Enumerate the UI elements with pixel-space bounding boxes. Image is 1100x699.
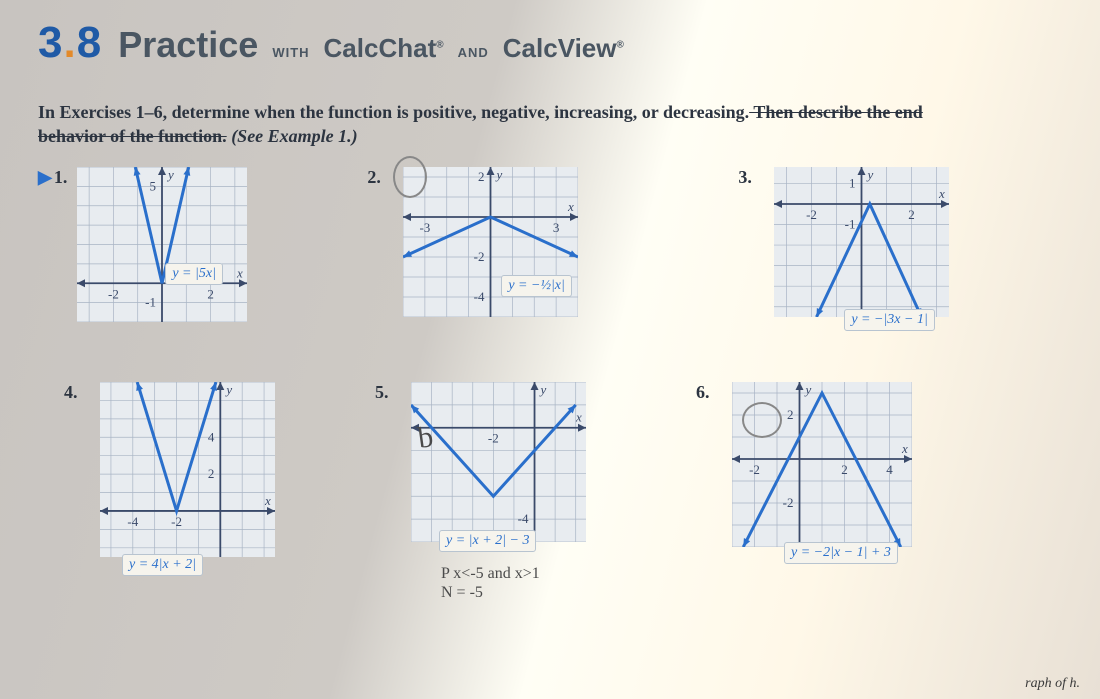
svg-text:2: 2 — [787, 407, 794, 422]
sec-dot: . — [63, 18, 76, 67]
svg-text:x: x — [575, 409, 582, 424]
graph-wrap: -221-1xyy = −|3x − 1| — [774, 167, 949, 317]
problem: 6.-2242-2xyy = −2|x − 1| + 3 — [696, 382, 912, 547]
instr-strike1: Then describe the end — [749, 102, 923, 122]
problem: 3.-221-1xyy = −|3x − 1| — [738, 167, 949, 317]
svg-text:y: y — [166, 167, 174, 182]
graph: -2 2 5 -1 x y — [77, 167, 247, 322]
svg-text:-2: -2 — [474, 249, 485, 264]
svg-text:-1: -1 — [146, 294, 157, 309]
pencil-circle-2 — [393, 156, 427, 198]
svg-text:-2: -2 — [171, 514, 182, 529]
svg-text:5: 5 — [150, 178, 157, 193]
svg-text:-2: -2 — [783, 495, 794, 510]
brand-calcview: CalcView® — [503, 33, 624, 64]
svg-text:2: 2 — [208, 286, 215, 301]
problem: ▶1. -2 2 5 -1 x y y = |5x| — [38, 167, 247, 322]
svg-text:-3: -3 — [420, 220, 431, 235]
svg-text:-2: -2 — [749, 462, 760, 477]
problem-number: 3. — [738, 167, 764, 188]
graph-wrap: -2-4xyy = |x + 2| − 3P x<-5 and x>1N = -… — [411, 382, 586, 542]
svg-text:y: y — [804, 382, 812, 397]
svg-text:x: x — [264, 493, 271, 508]
graph-wrap: -2 2 5 -1 x y y = |5x| — [77, 167, 247, 322]
with-label: WITH — [272, 45, 309, 60]
problem-number: 6. — [696, 382, 722, 403]
svg-text:1: 1 — [849, 175, 856, 190]
pencil-circle-6 — [742, 402, 782, 438]
problems-row-2: 4.-4-224xyy = 4|x + 2|5.-2-4xyy = |x + 2… — [38, 382, 1070, 557]
handwriting: P x<-5 and x>1N = -5 — [441, 564, 540, 602]
practice-title: Practice — [118, 24, 258, 66]
problem-number: ▶1. — [38, 167, 67, 188]
problem: 4.-4-224xyy = 4|x + 2| — [64, 382, 275, 557]
instructions: In Exercises 1–6, determine when the fun… — [38, 100, 1068, 149]
graph: -2 -4 x y — [411, 382, 586, 542]
svg-text:-2: -2 — [806, 207, 817, 222]
instr-example: (See Example 1.) — [227, 126, 358, 146]
graph-wrap: -4-224xyy = 4|x + 2| — [100, 382, 275, 557]
svg-text:y: y — [224, 382, 232, 397]
problem: 5.-2-4xyy = |x + 2| − 3P x<-5 and x>1N =… — [375, 382, 586, 542]
graph: -4 -2 2 4 x y — [100, 382, 275, 557]
svg-text:2: 2 — [909, 207, 916, 222]
svg-text:x: x — [938, 186, 945, 201]
svg-text:y: y — [866, 167, 874, 182]
svg-text:-2: -2 — [488, 430, 499, 445]
graph-wrap: -3 3 2 -2 -4 x y y = −½|x| — [403, 167, 578, 317]
footer-fragment: raph of h. — [1025, 676, 1080, 693]
svg-text:-4: -4 — [474, 289, 485, 304]
and-label: AND — [458, 45, 489, 60]
svg-text:y: y — [495, 167, 503, 182]
problem-number: 2. — [367, 167, 393, 188]
equation-label: y = −½|x| — [501, 275, 572, 297]
problem-number: 4. — [64, 382, 90, 403]
instr-main: In Exercises 1–6, determine when the fun… — [38, 102, 749, 122]
equation-label: y = |5x| — [165, 263, 223, 285]
svg-text:-4: -4 — [127, 514, 138, 529]
problems-row-1: ▶1. -2 2 5 -1 x y y = |5x| 2. -3 3 2 -2 -4 x y y = −½|x|… — [38, 167, 1070, 322]
svg-text:4: 4 — [886, 462, 893, 477]
sec-a: 3 — [38, 18, 63, 67]
svg-text:x: x — [236, 265, 243, 280]
svg-text:2: 2 — [208, 466, 215, 481]
equation-label: y = −|3x − 1| — [844, 309, 934, 331]
svg-text:4: 4 — [208, 429, 215, 444]
svg-text:-1: -1 — [845, 216, 856, 231]
section-number: 3.8 — [38, 18, 102, 68]
svg-text:x: x — [567, 199, 574, 214]
sec-b: 8 — [77, 18, 102, 67]
equation-label: y = −2|x − 1| + 3 — [784, 542, 898, 564]
equation-label: y = |x + 2| − 3 — [439, 530, 536, 552]
svg-text:-4: -4 — [518, 511, 529, 526]
svg-text:3: 3 — [553, 220, 560, 235]
svg-text:2: 2 — [841, 462, 848, 477]
svg-text:2: 2 — [478, 169, 485, 184]
svg-text:x: x — [901, 441, 908, 456]
problem-number: 5. — [375, 382, 401, 403]
graph: -2 2 1 -1 x y — [774, 167, 949, 317]
equation-label: y = 4|x + 2| — [122, 554, 203, 576]
svg-text:-2: -2 — [108, 286, 119, 301]
section-heading: 3.8 Practice WITH CalcChat® AND CalcView… — [38, 18, 1070, 68]
instr-strike2: behavior of the function. — [38, 126, 227, 146]
svg-text:y: y — [539, 382, 547, 397]
brand-calcchat: CalcChat® — [324, 33, 444, 64]
